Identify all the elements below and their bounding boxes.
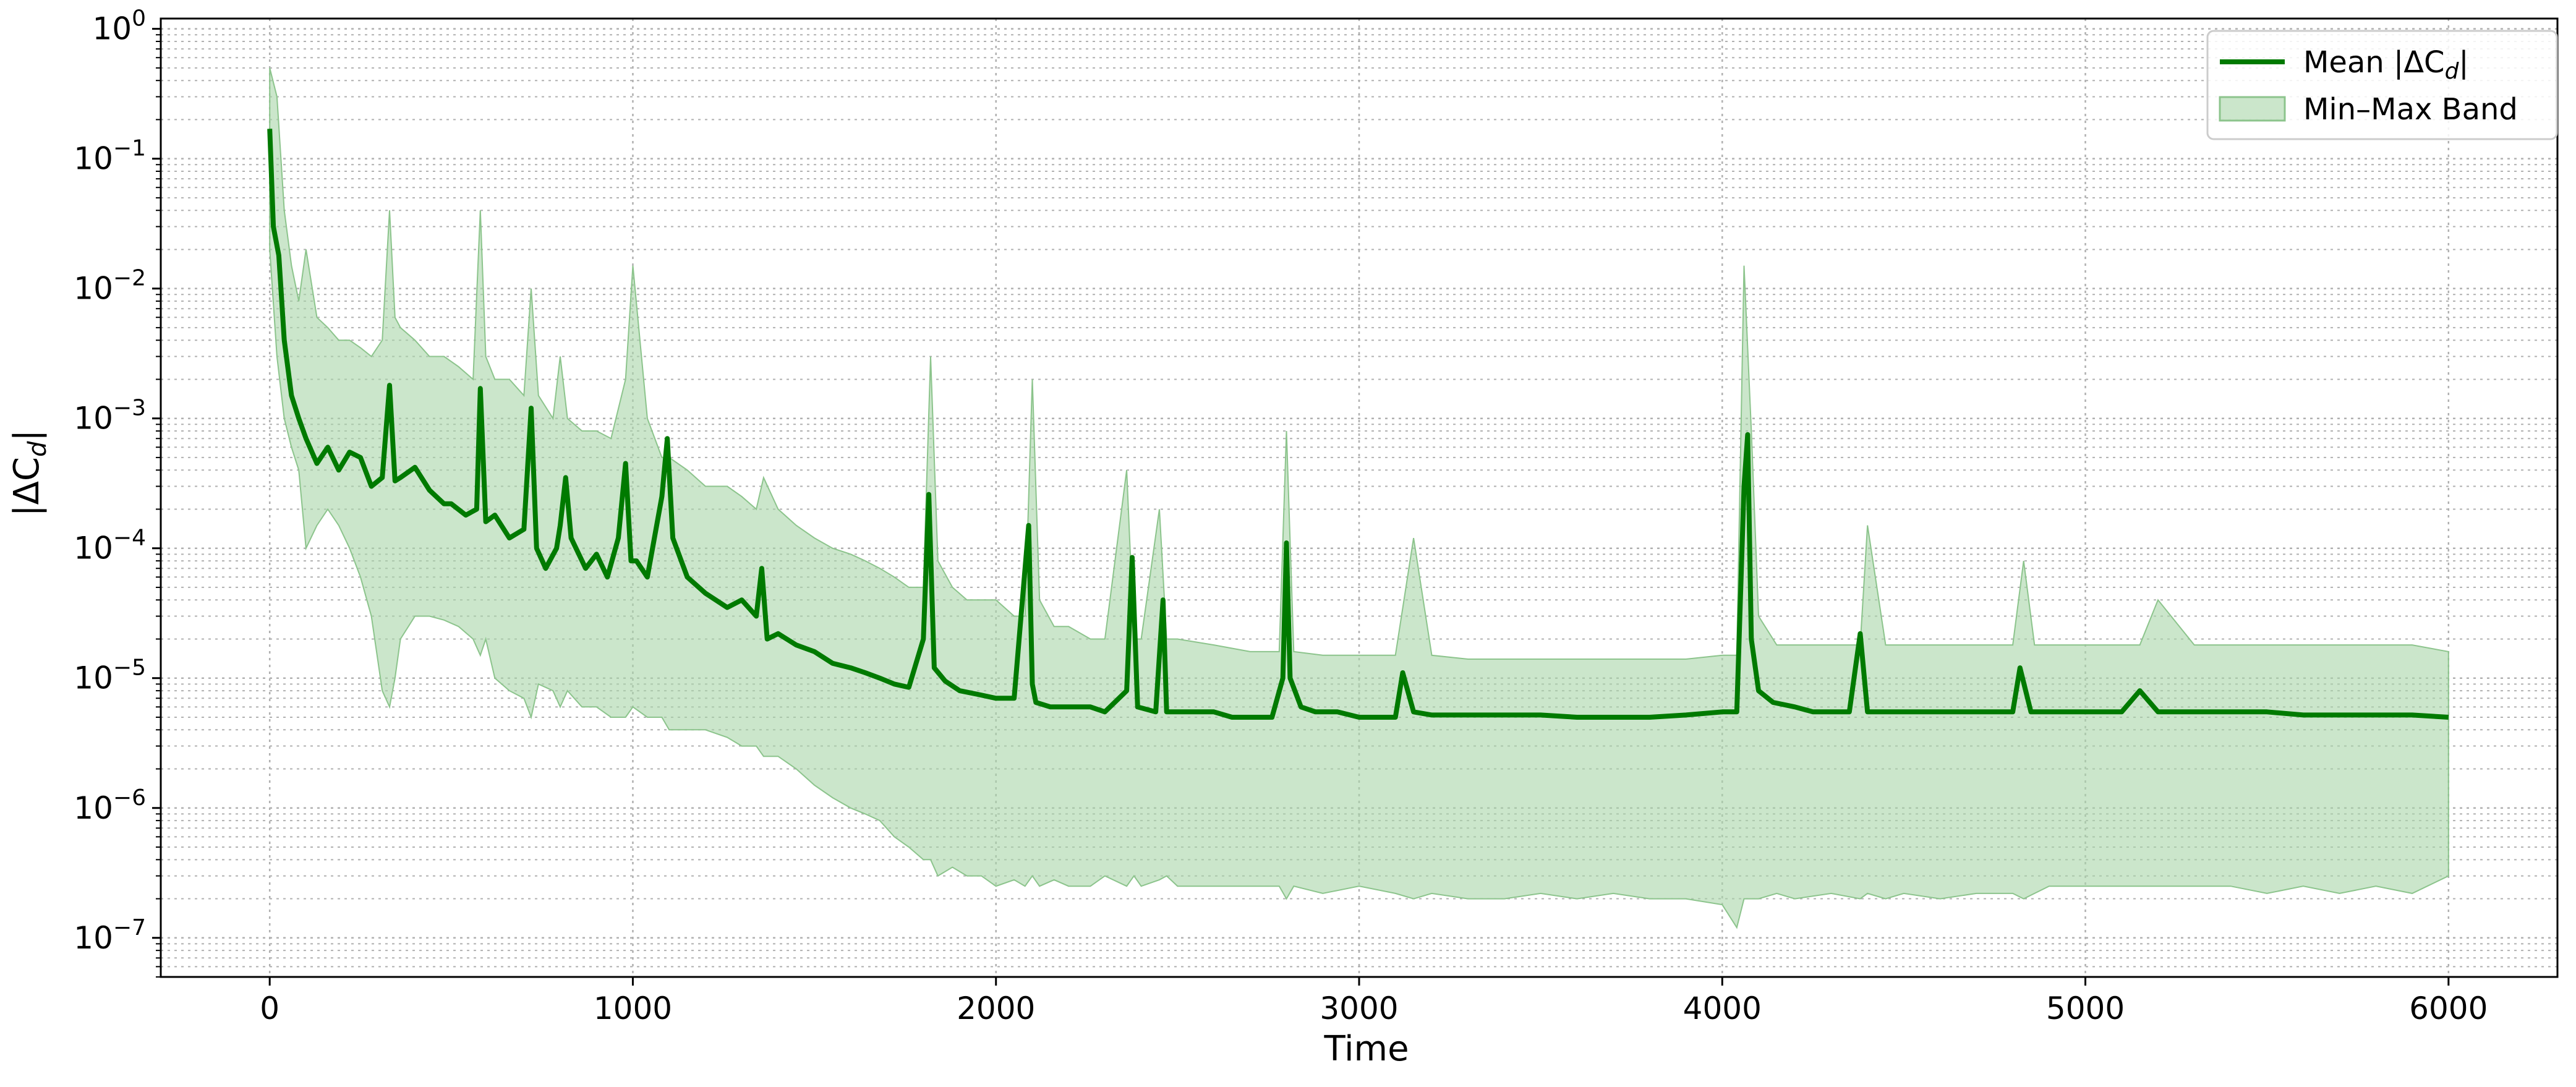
x-axis: 0 1000 2000 3000 4000 5000 6000: [260, 977, 2488, 1026]
legend-box: [2206, 30, 2558, 140]
legend-mean-label-suffix: |: [2459, 45, 2468, 80]
y-tick-label: 100: [92, 6, 146, 47]
x-tick-label: 0: [260, 991, 279, 1026]
x-tick-label: 3000: [1320, 991, 1398, 1026]
y-tick-base: 10: [74, 920, 113, 956]
y-axis-title-subscript: d: [23, 441, 52, 457]
y-tick-base: 10: [74, 271, 113, 307]
y-tick-exponent: −1: [113, 136, 146, 161]
y-tick-label: 10−2: [74, 266, 146, 307]
y-tick-exponent: −3: [113, 396, 146, 421]
y-tick-exponent: 0: [132, 6, 146, 32]
x-tick-label: 2000: [957, 991, 1035, 1026]
y-axis-title-prefix: |ΔC: [7, 457, 47, 516]
x-tick-label: 4000: [1683, 991, 1762, 1026]
y-tick-label: 10−6: [74, 785, 146, 826]
y-tick-base: 10: [74, 401, 113, 437]
y-tick-label: 10−7: [74, 915, 146, 956]
y-tick-exponent: −2: [113, 266, 146, 291]
y-tick-base: 10: [74, 790, 113, 826]
x-axis-title: Time: [1323, 1029, 1409, 1069]
x-tick-label: 5000: [2046, 991, 2125, 1026]
y-tick-exponent: −6: [113, 785, 146, 811]
y-tick-label: 10−5: [74, 655, 146, 696]
y-tick-base: 10: [92, 11, 132, 47]
y-tick-exponent: −5: [113, 655, 146, 681]
legend-band-swatch: [2219, 96, 2286, 122]
line-layer: [267, 129, 2449, 720]
mean-line: [267, 129, 2449, 720]
y-tick-exponent: −4: [113, 526, 146, 551]
legend-mean-label-prefix: Mean |ΔC: [2303, 45, 2445, 80]
x-tick-label: 1000: [594, 991, 672, 1026]
y-axis-title: |ΔCd|: [7, 430, 52, 517]
y-tick-label: 10−1: [74, 136, 146, 177]
y-axis-title-suffix: |: [7, 430, 47, 441]
grid: [161, 19, 2557, 978]
y-tick-base: 10: [74, 531, 113, 566]
y-tick-exponent: −7: [113, 915, 146, 940]
legend: Mean |ΔCd| Min–Max Band: [2206, 30, 2558, 140]
legend-mean-label: Mean |ΔCd|: [2303, 45, 2469, 84]
y-tick-label: 10−4: [74, 526, 146, 566]
x-tick-label: 6000: [2409, 991, 2488, 1026]
y-tick-base: 10: [74, 141, 113, 177]
legend-mean-label-subscript: d: [2445, 59, 2460, 84]
y-tick-base: 10: [74, 660, 113, 696]
legend-band-label: Min–Max Band: [2303, 92, 2518, 127]
y-tick-label: 10−3: [74, 396, 146, 437]
